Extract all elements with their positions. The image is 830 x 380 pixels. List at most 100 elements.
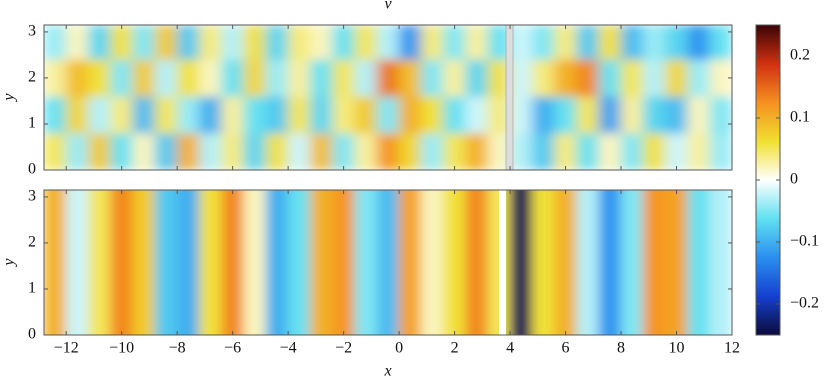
column: [598, 190, 622, 335]
cell: [598, 132, 622, 170]
cell: [176, 59, 200, 97]
cell: [576, 96, 600, 134]
cell: [642, 132, 666, 170]
column: [243, 190, 267, 335]
cell: [44, 132, 67, 170]
cell: [509, 25, 533, 60]
y-tick-label: 3: [28, 188, 36, 205]
y-tick-label: 1: [28, 280, 36, 297]
column: [465, 190, 489, 335]
mask-band: [505, 24, 514, 171]
cell: [487, 59, 511, 97]
cell: [709, 25, 732, 60]
cell: [687, 25, 711, 60]
colorbar-tick-label: 0.2: [790, 47, 810, 64]
cell: [376, 59, 400, 97]
top-panel: [44, 25, 732, 170]
cell: [576, 132, 600, 170]
cell: [354, 59, 378, 97]
cell: [487, 25, 511, 60]
cell: [354, 132, 378, 170]
cell: [44, 96, 67, 134]
cell: [443, 59, 466, 97]
column: [420, 190, 444, 335]
colorbar-tick-label: 0: [790, 171, 798, 188]
cell: [176, 132, 200, 170]
column: [176, 190, 200, 335]
cell: [531, 96, 555, 134]
cell: [709, 96, 732, 134]
cell: [154, 25, 178, 60]
cell: [332, 96, 356, 134]
cell: [88, 132, 111, 170]
cell: [665, 132, 688, 170]
cell: [176, 96, 200, 134]
cell: [110, 59, 134, 97]
column: [509, 190, 533, 335]
cell: [154, 59, 178, 97]
y-tick-label: 0: [28, 161, 36, 178]
x-tick-label: 4: [506, 340, 514, 357]
cell: [221, 59, 245, 97]
cell: [65, 132, 89, 170]
cell: [354, 25, 378, 60]
cell: [132, 96, 156, 134]
column: [132, 190, 156, 335]
cell: [554, 59, 577, 97]
cell: [310, 59, 333, 97]
cell: [420, 132, 444, 170]
x-tick-label: −4: [280, 340, 297, 357]
cell: [554, 132, 577, 170]
column: [287, 190, 311, 335]
x-tick-label: −12: [54, 340, 79, 357]
cell: [376, 96, 400, 134]
cell: [487, 96, 511, 134]
x-tick-label: 8: [617, 340, 625, 357]
cell: [554, 96, 577, 134]
cell: [287, 132, 311, 170]
column: [709, 190, 732, 335]
cell: [65, 25, 89, 60]
x-tick-label: 0: [395, 340, 403, 357]
column: [265, 190, 289, 335]
column: [620, 190, 644, 335]
column: [398, 190, 422, 335]
cell: [199, 132, 222, 170]
cell: [620, 132, 644, 170]
cell: [287, 59, 311, 97]
column: [65, 190, 89, 335]
cell: [199, 25, 222, 60]
cell: [709, 132, 732, 170]
cell: [642, 25, 666, 60]
cell: [65, 59, 89, 97]
cell: [398, 96, 422, 134]
x-tick-label: −6: [224, 340, 241, 357]
cell: [531, 132, 555, 170]
cell: [287, 96, 311, 134]
cell: [509, 59, 533, 97]
cell: [620, 25, 644, 60]
column: [554, 190, 577, 335]
column: [487, 190, 511, 335]
colorbar-tick-label: −0.1: [790, 233, 819, 250]
cell: [88, 96, 111, 134]
column: [310, 190, 333, 335]
y-tick-label: 2: [28, 69, 36, 86]
cell: [243, 132, 267, 170]
cell: [420, 96, 444, 134]
mask-band: [499, 190, 506, 335]
x-tick-label: 2: [451, 340, 459, 357]
cell: [65, 96, 89, 134]
cell: [332, 59, 356, 97]
cell: [199, 96, 222, 134]
cell: [576, 25, 600, 60]
cell: [132, 59, 156, 97]
cell: [44, 25, 67, 60]
cell: [443, 132, 466, 170]
cell: [531, 59, 555, 97]
cell: [376, 25, 400, 60]
cell: [420, 25, 444, 60]
cell: [110, 25, 134, 60]
x-tick-label: 12: [724, 340, 740, 357]
